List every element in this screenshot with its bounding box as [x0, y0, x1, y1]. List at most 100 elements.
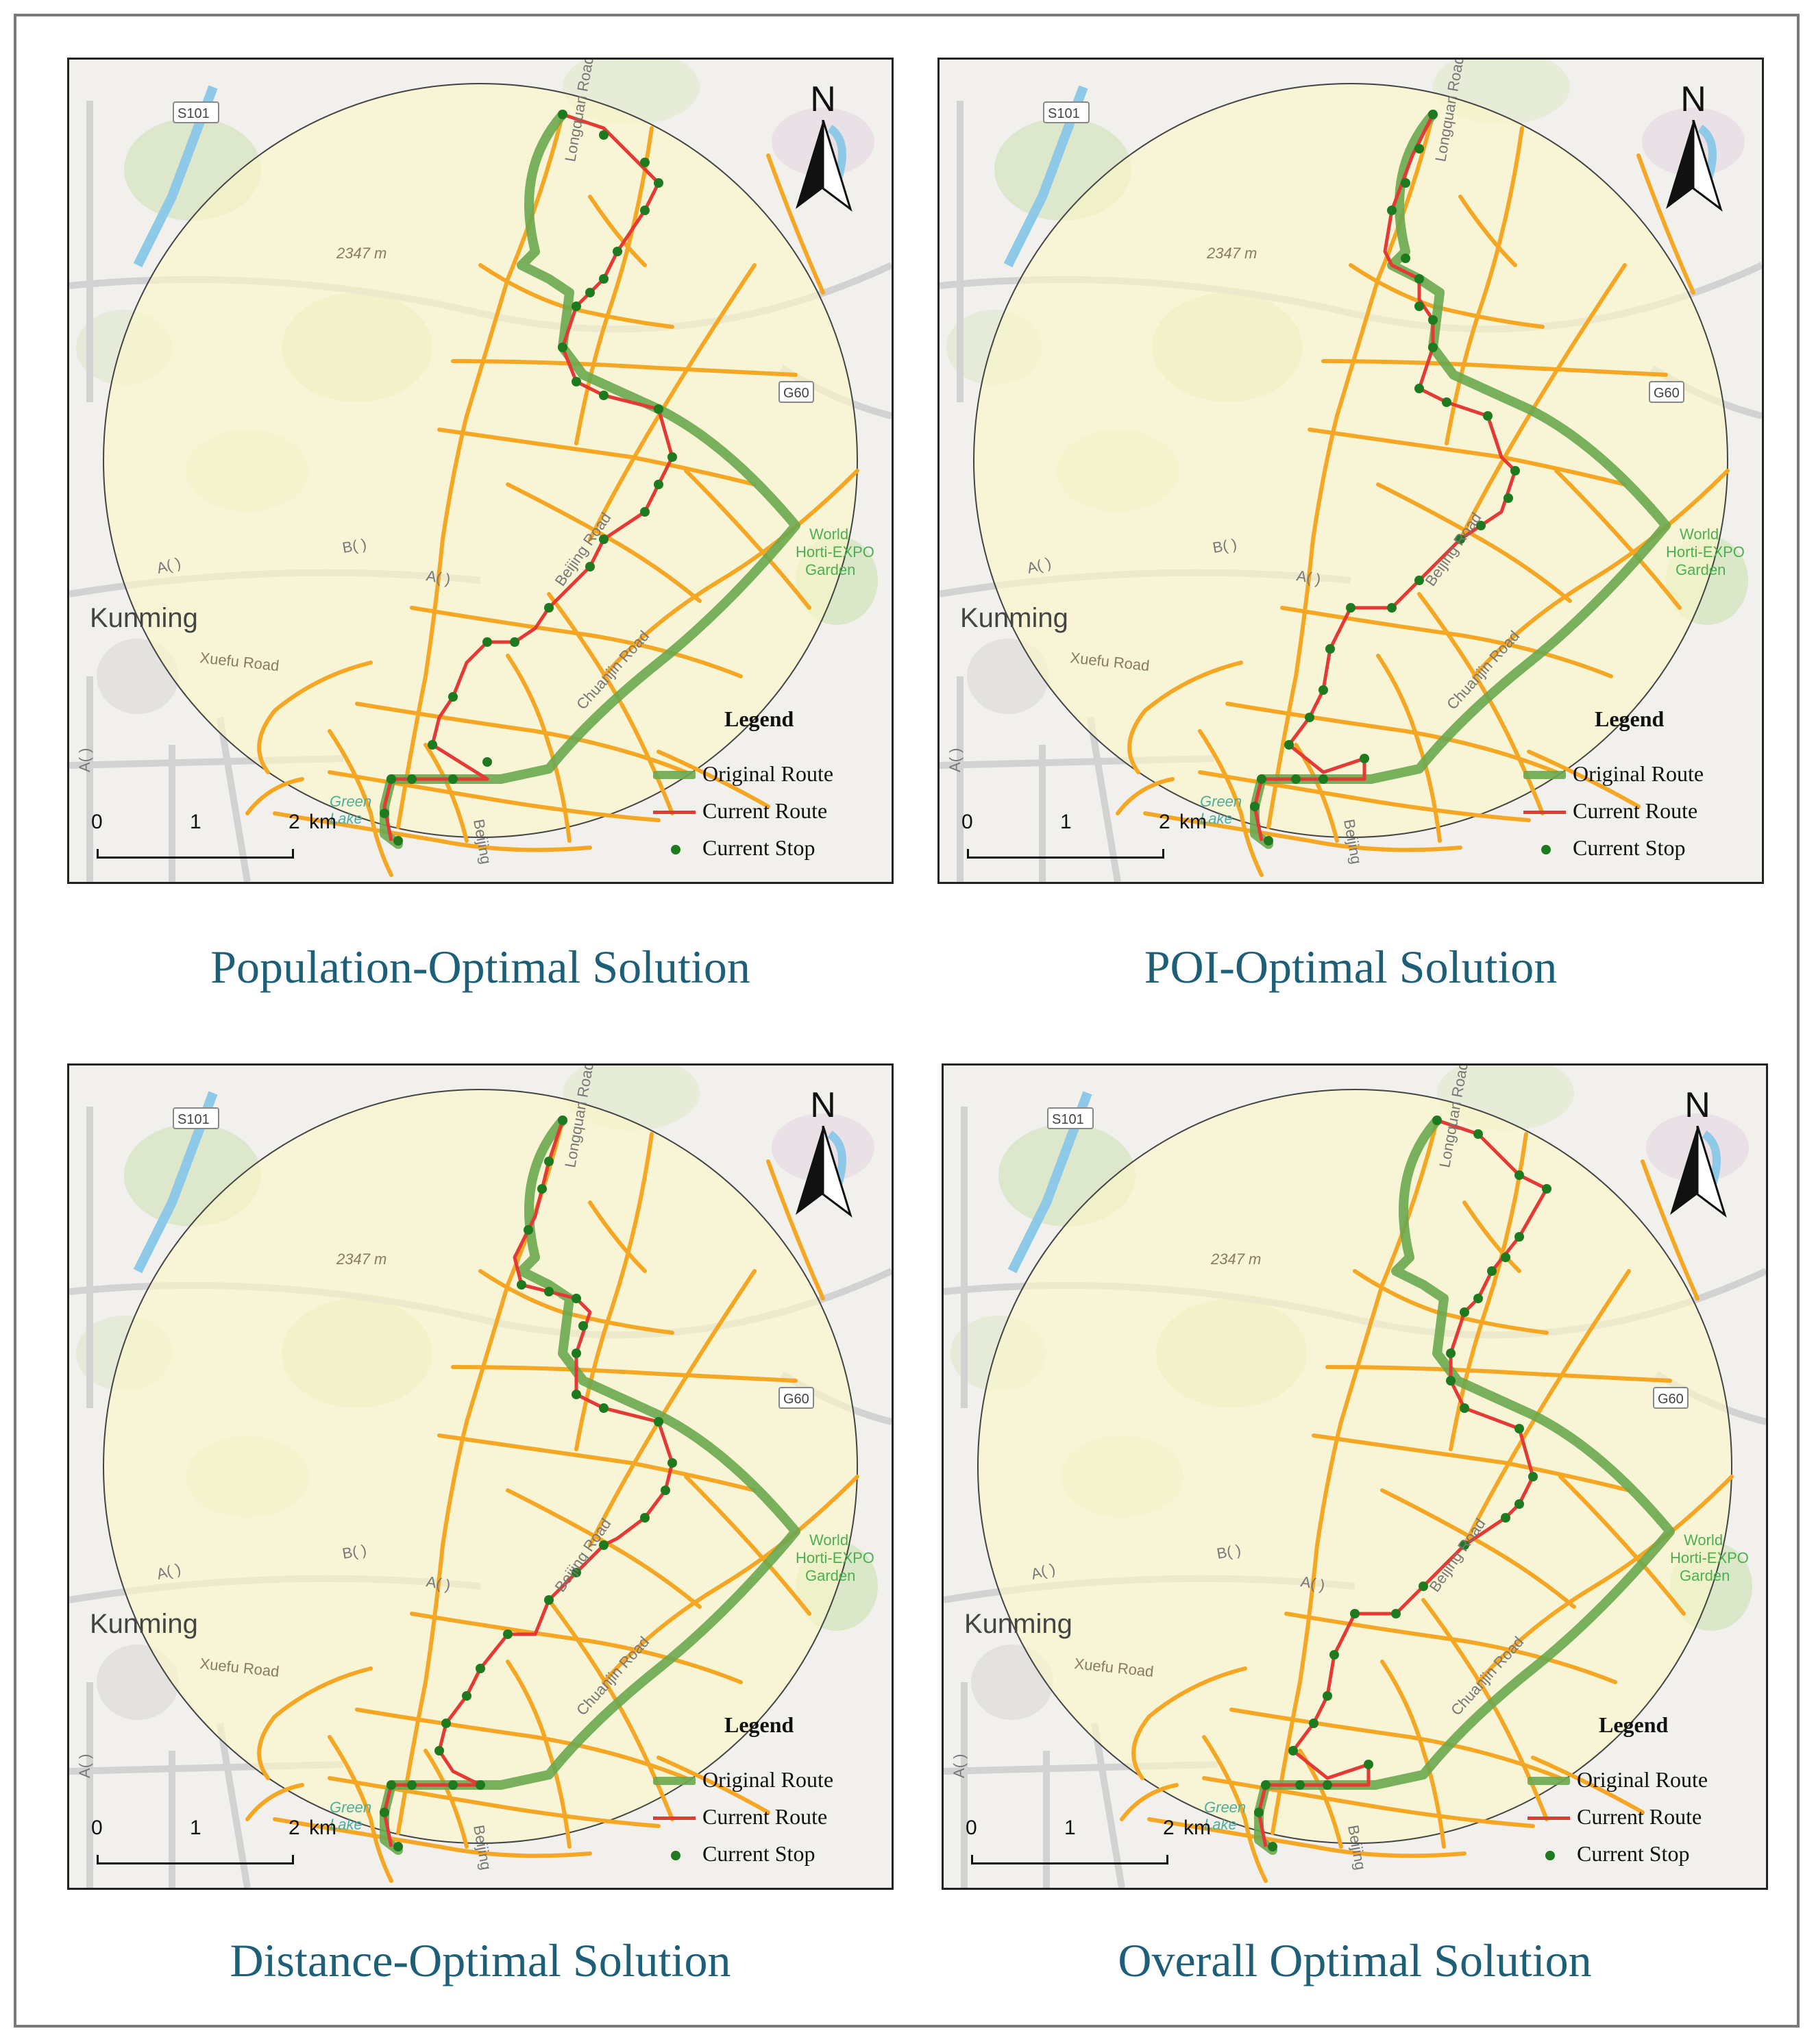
- current-stop: [1350, 1609, 1360, 1618]
- current-stop: [386, 1780, 396, 1790]
- road-segment: [1380, 1488, 1576, 1609]
- map-label-lake_line1: Green: [330, 1799, 371, 1816]
- scale-tick-label: 1: [1064, 1817, 1076, 1839]
- current-stop: [1460, 1307, 1469, 1317]
- scale-tick-label: 2: [289, 1817, 300, 1839]
- road-segment: [1202, 1776, 1535, 1828]
- legend-item-current-stop: Current Stop: [653, 1838, 879, 1871]
- scale-tick-label: 2: [1159, 811, 1170, 833]
- map-label-elevation: 2347 m: [1210, 1251, 1261, 1268]
- map-label-a_label: A( ): [425, 1573, 452, 1594]
- current-stop: [510, 637, 519, 647]
- road-segment: [273, 1817, 592, 1858]
- legend-label: Current Stop: [702, 1841, 815, 1866]
- current-stop: [661, 1486, 670, 1495]
- map-label-garden_line2: Horti-EXPO: [796, 1549, 874, 1566]
- road-segment: [257, 661, 373, 774]
- legend-label: Original Route: [1577, 1767, 1708, 1792]
- road-segment: [273, 811, 592, 852]
- basemap-street: [1087, 717, 1121, 882]
- current-stop: [1318, 685, 1328, 695]
- current-stop: [428, 740, 437, 750]
- current-stop: [1401, 178, 1410, 188]
- current-stop: [441, 1719, 451, 1728]
- legend-swatch: [653, 811, 696, 814]
- legend-title: Legend: [1599, 1712, 1669, 1737]
- road-shield-s101: [1047, 1107, 1094, 1129]
- road-segment: [1308, 428, 1627, 487]
- scale-tick-label: 0: [91, 1817, 103, 1839]
- current-stop: [476, 1780, 485, 1790]
- map-label-city: Kunming: [90, 1609, 198, 1639]
- current-stop: [544, 1595, 554, 1605]
- scale-unit: km: [309, 811, 336, 833]
- road-segment: [1476, 1475, 1734, 1684]
- north-label: N: [810, 79, 836, 119]
- scale-bar: 0 1 2 km: [83, 1817, 371, 1878]
- road-segment: [1271, 1118, 1439, 1835]
- legend-swatch: [653, 771, 696, 779]
- map-panel-population: S101 G60 2347 m World Horti-EXPO Garden Kunmin…: [67, 58, 894, 884]
- current-stop: [434, 1746, 444, 1756]
- current-stop: [1414, 274, 1424, 284]
- map-label-garden_line2: Horti-EXPO: [1670, 1549, 1749, 1566]
- legend-swatch: [671, 845, 680, 854]
- map-label-road_g60: G60: [783, 386, 809, 401]
- road-segment: [451, 1365, 798, 1383]
- current-stop: [1364, 1760, 1373, 1769]
- current-stop: [558, 1116, 567, 1125]
- scale-tick-label: 2: [289, 811, 300, 833]
- map-label-garden_line2: Horti-EXPO: [1666, 543, 1745, 561]
- current-stop: [380, 809, 389, 818]
- legend-item-current-route: Current Route: [1523, 796, 1750, 828]
- current-stop: [1387, 206, 1397, 215]
- road-segment: [437, 428, 757, 487]
- road-segment: [1325, 1365, 1672, 1383]
- legend-label: Current Route: [702, 1804, 828, 1829]
- legend-label: Current Route: [702, 798, 828, 823]
- road-segment: [1312, 1433, 1631, 1492]
- current-stop: [1473, 1129, 1483, 1139]
- current-stop: [667, 1458, 677, 1468]
- legend-swatch: [1527, 1817, 1570, 1820]
- scale-unit: km: [1183, 1817, 1211, 1839]
- road-segment: [684, 469, 811, 610]
- map-label-road_g60: G60: [1654, 386, 1680, 401]
- legend-title: Legend: [1595, 706, 1665, 731]
- current-stop: [1432, 1116, 1442, 1125]
- road-shield-g60: [778, 381, 814, 403]
- road-segment: [1445, 126, 1524, 445]
- legend: Legend Original Route Current Route Current…: [653, 1712, 879, 1884]
- road-segment: [1462, 1200, 1521, 1273]
- road-segment: [1554, 469, 1682, 610]
- road-segment: [506, 1660, 572, 1849]
- road-segment: [328, 1776, 661, 1828]
- north-arrow-icon: [1670, 1126, 1727, 1218]
- road-segment: [602, 469, 859, 678]
- road-shield-s101: [173, 101, 219, 123]
- legend-swatch: [1527, 1777, 1570, 1785]
- map-label-a_vertical: A( ): [76, 748, 93, 772]
- current-stop: [572, 1390, 581, 1399]
- current-stop: [448, 1780, 458, 1790]
- original-route: [1250, 110, 1671, 849]
- scale-bar-line: [967, 849, 1164, 859]
- current-stop: [572, 377, 581, 386]
- road-segment: [1636, 153, 1695, 295]
- current-stop: [482, 757, 492, 767]
- scale-bar-line: [97, 1855, 294, 1864]
- current-stop: [386, 774, 396, 784]
- legend-label: Original Route: [1573, 761, 1704, 786]
- current-stop: [393, 1842, 403, 1851]
- current-stop: [613, 247, 622, 256]
- road-segment: [766, 1159, 825, 1301]
- current-stop: [654, 178, 663, 188]
- current-stop: [1414, 576, 1424, 585]
- current-stop: [654, 1417, 663, 1427]
- map-label-road_s101: S101: [177, 1112, 210, 1127]
- road-segment: [1198, 729, 1264, 877]
- map-label-lake_line2: Lake: [1200, 810, 1233, 827]
- map-label-garden_line3: Garden: [1676, 561, 1726, 578]
- scale-tick-label: 0: [91, 811, 103, 833]
